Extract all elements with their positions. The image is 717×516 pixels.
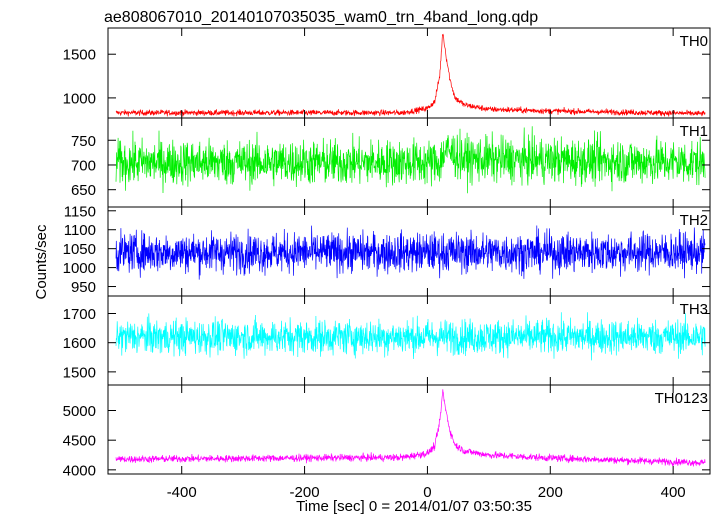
panels: 1000 1500 TH0 650 700 750 TH1 950 1000 1050 1100 11… — [63, 27, 711, 501]
x-tick-label: 400 — [661, 484, 686, 501]
x-tick-label: -400 — [167, 484, 197, 501]
series-line-th1 — [115, 126, 706, 194]
chart-title: ae808067010_20140107035035_wam0_trn_4ban… — [104, 9, 538, 26]
y-tick-label: 1500 — [63, 364, 96, 381]
y-tick-label: 1600 — [63, 335, 96, 352]
y-tick-label: 1000 — [63, 90, 96, 107]
series-line-th0 — [115, 33, 706, 117]
y-tick-label: 4000 — [63, 462, 96, 479]
panel-th0: 1000 1500 TH0 — [63, 27, 711, 119]
panel-th2: 950 1000 1050 1100 1150 TH2 — [63, 203, 711, 297]
y-tick-label: 1050 — [63, 241, 96, 258]
y-tick-label: 950 — [71, 279, 96, 296]
y-tick-label: 4500 — [63, 433, 96, 450]
y-tick-label: 700 — [71, 157, 96, 174]
panel-label: TH0 — [680, 33, 708, 50]
y-tick-label: 5000 — [63, 403, 96, 420]
panel-label: TH0123 — [655, 390, 708, 407]
panel-th0123: 4000 4500 5000 TH0123 — [63, 384, 711, 479]
panel-label: TH1 — [680, 123, 708, 140]
y-tick-label: 750 — [71, 133, 96, 150]
x-tick-label: 0 — [423, 484, 431, 501]
x-tick-label: -200 — [290, 484, 320, 501]
series-line-th2 — [115, 225, 706, 280]
series-line-th0123 — [115, 389, 706, 467]
y-axis-label: Counts/sec — [33, 224, 50, 300]
panel-frame — [107, 384, 711, 475]
x-tick-label: 200 — [538, 484, 563, 501]
x-axis-label: Time [sec] 0 = 2014/01/07 03:50:35 — [296, 498, 532, 515]
y-tick-label: 1700 — [63, 306, 96, 323]
panel-label: TH3 — [680, 301, 708, 318]
y-tick-label: 1500 — [63, 47, 96, 64]
y-tick-label: 1100 — [64, 222, 96, 239]
panel-label: TH2 — [680, 212, 708, 229]
panel-th1: 650 700 750 TH1 — [71, 117, 711, 208]
y-tick-label: 1150 — [64, 203, 96, 220]
y-tick-label: 1000 — [63, 260, 96, 277]
panel-frame — [107, 27, 711, 119]
series-line-th3 — [115, 312, 706, 361]
panel-th3: 1500 1600 1700 TH3 — [63, 295, 711, 386]
y-tick-label: 650 — [71, 182, 96, 199]
